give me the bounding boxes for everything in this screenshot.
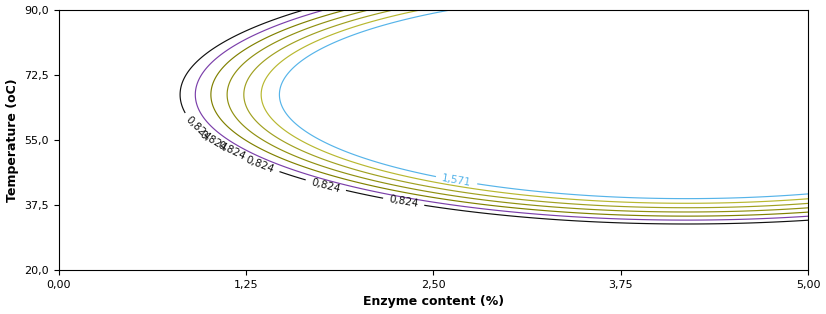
Text: 0,824: 0,824 xyxy=(198,129,229,153)
Text: 1,571: 1,571 xyxy=(441,173,472,188)
X-axis label: Enzyme content (%): Enzyme content (%) xyxy=(363,295,504,308)
Text: 0,824: 0,824 xyxy=(183,114,211,142)
Text: 0,824: 0,824 xyxy=(310,177,341,194)
Text: 0,824: 0,824 xyxy=(216,140,247,162)
Text: 0,824: 0,824 xyxy=(244,154,276,175)
Text: 0,824: 0,824 xyxy=(388,194,419,209)
Y-axis label: Temperature (oC): Temperature (oC) xyxy=(6,78,18,202)
